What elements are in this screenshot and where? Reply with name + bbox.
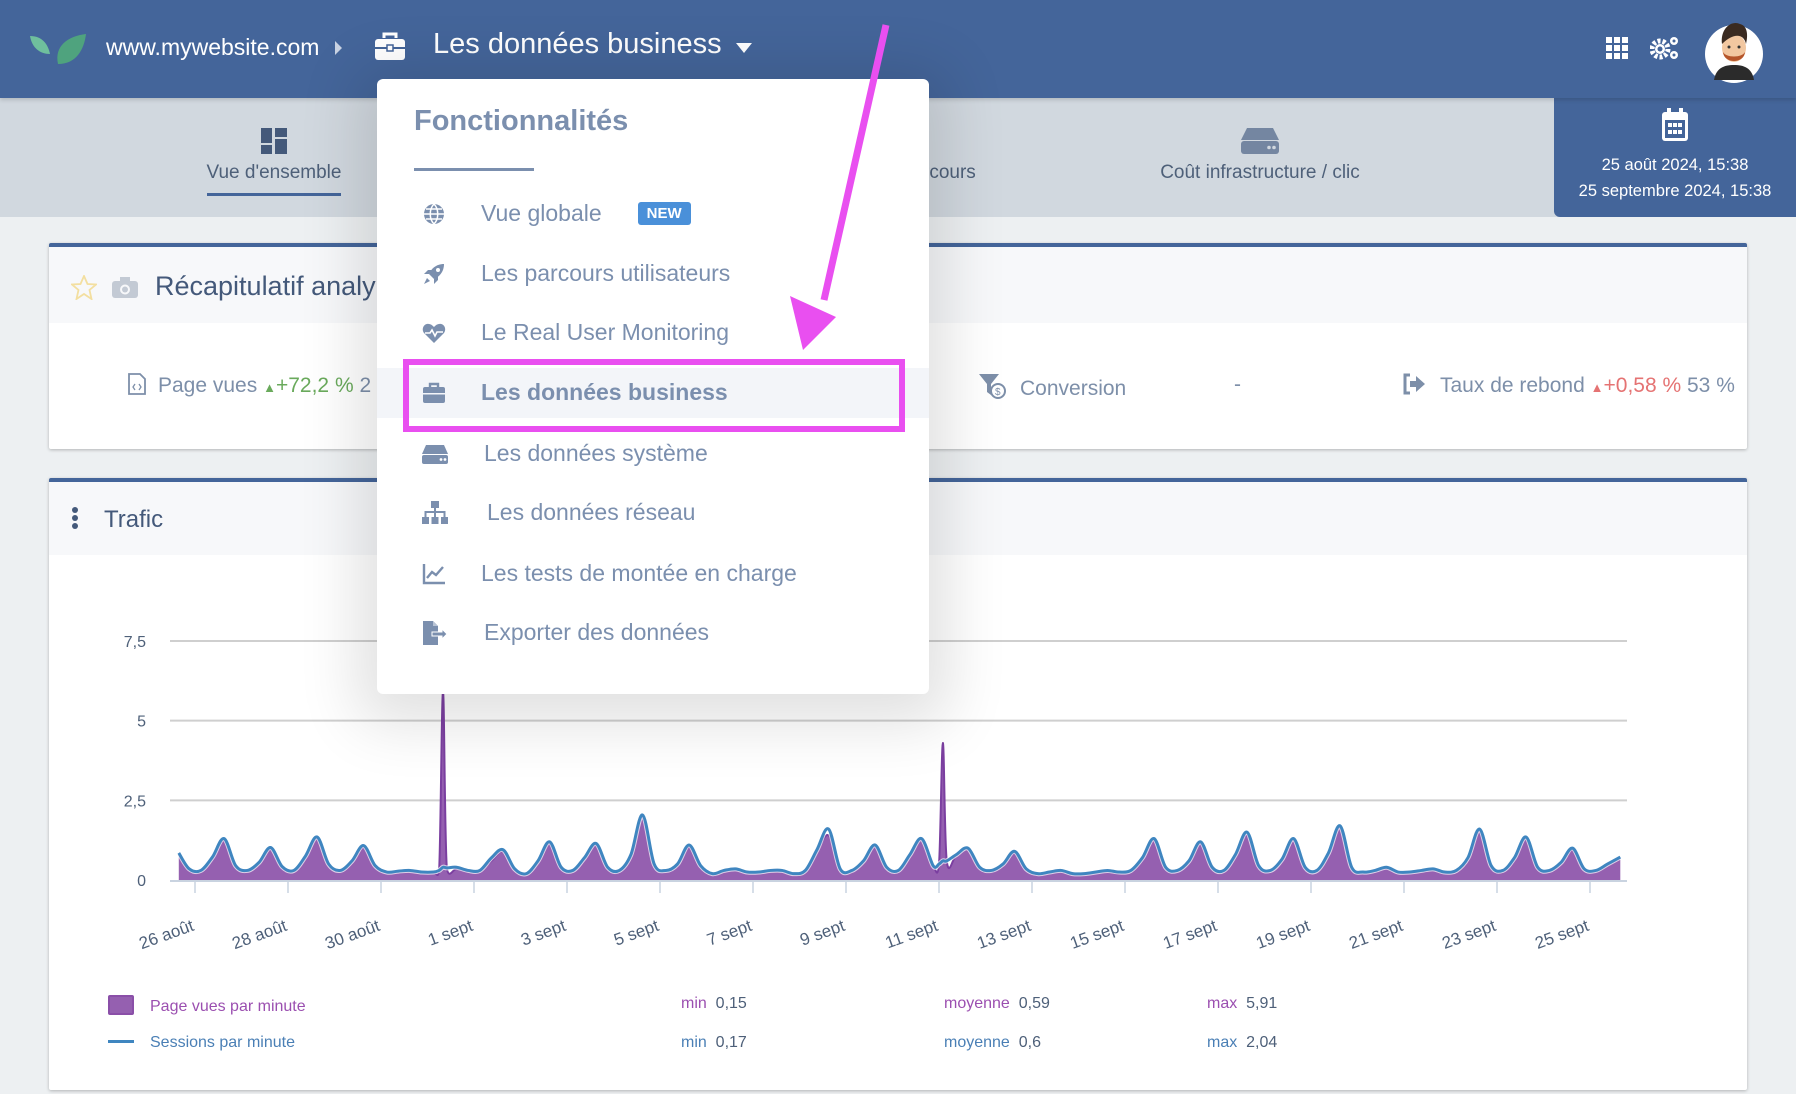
max-value: 2,04 [1246,1034,1278,1051]
stat-conversion: $ Conversion - [978,373,1241,401]
avg-value: 0,59 [1018,995,1050,1012]
funnel-dollar-icon: $ [979,374,1006,399]
tab-label: Vue d'ensemble [206,162,342,183]
server-icon [422,445,448,464]
stat-trend: +72,2 % [275,374,354,397]
caret-down-icon[interactable] [735,42,753,54]
legend-sessions[interactable]: Sessions par minute [108,1034,295,1052]
legend-label: Sessions par minute [150,1034,295,1051]
menu-item-real-user-monitoring[interactable]: Le Real User Monitoring [377,308,929,358]
stat-page-views: Page vues ▲+72,2 % 2 [128,373,371,398]
menu-item-label: Vue globale NEW [481,200,691,227]
dropdown-title: Fonctionnalités [414,105,629,137]
menu-item-donnees-business[interactable]: Les données business [377,368,929,418]
label-text: Vue globale [481,200,602,226]
stat-label: Conversion [1020,377,1127,400]
menu-item-parcours-utilisateurs[interactable]: Les parcours utilisateurs [377,249,929,299]
menu-item-label: Les données système [484,440,708,466]
menu-item-label: Exporter des données [484,619,710,645]
sitemap-icon [422,501,448,524]
legend-sessions-max: max 2,04 [1207,1034,1277,1052]
legend-label: Page vues par minute [150,998,306,1015]
min-label: min [681,995,707,1012]
max-label: max [1207,1034,1238,1051]
chevron-right-icon [335,41,342,55]
menu-item-donnees-reseau[interactable]: Les données réseau [377,488,929,538]
new-badge: NEW [637,202,691,225]
menu-item-label: Les tests de montée en charge [481,560,797,586]
legend-page-views[interactable]: Page vues par minute [108,995,306,1016]
server-icon [1241,128,1279,154]
menu-item-label: Le Real User Monitoring [481,319,730,345]
kebab-menu-icon[interactable] [71,507,79,531]
menu-item-donnees-systeme[interactable]: Les données système [377,429,929,479]
star-icon[interactable] [71,275,97,300]
max-label: max [1207,995,1238,1012]
leaf-logo[interactable] [28,32,88,66]
date-range-end: 25 septembre 2024, 15:38 [1578,182,1772,200]
divider [414,168,534,171]
max-value: 5,91 [1246,995,1278,1012]
legend-swatch [108,995,134,1015]
camera-icon[interactable] [112,277,138,298]
legend-pv-avg: moyenne 0,59 [944,995,1050,1013]
svg-text:$: $ [995,387,1001,398]
legend-sessions-avg: moyenne 0,6 [944,1034,1041,1052]
apps-grid-icon[interactable] [1606,37,1628,59]
trend-up-icon: ▲ [1590,380,1604,395]
avg-value: 0,6 [1018,1034,1041,1051]
date-range-start: 25 août 2024, 15:38 [1601,156,1749,174]
min-label: min [681,1034,707,1051]
stat-value: 53 % [1687,374,1735,397]
stat-label: Page vues [158,374,258,397]
globe-icon [424,203,444,225]
briefcase-icon [375,32,405,60]
line-chart-icon [422,564,445,585]
file-export-icon [423,621,448,645]
menu-item-label: Les données réseau [487,499,696,525]
user-avatar[interactable] [1704,18,1764,84]
dashboard-icon [261,128,287,154]
min-value: 0,15 [715,995,747,1012]
section-selector[interactable]: Les données business [433,28,722,60]
tab-infrastructure-cost[interactable]: Coût infrastructure / clic [1140,98,1380,217]
summary-title: Récapitulatif analy [155,271,376,301]
menu-item-tests-montee-charge[interactable]: Les tests de montée en charge [377,549,929,599]
trend-up-icon: ▲ [263,380,276,395]
briefcase-icon [423,382,445,403]
file-code-icon [128,373,146,395]
avg-label: moyenne [944,1034,1010,1051]
avg-label: moyenne [944,995,1010,1012]
date-range-picker[interactable]: 25 août 2024, 15:38 25 septembre 2024, 1… [1554,98,1796,217]
min-value: 0,17 [715,1034,747,1051]
legend-sessions-min: min 0,17 [681,1034,747,1052]
tab-overview[interactable]: Vue d'ensemble [194,98,354,217]
menu-item-exporter-donnees[interactable]: Exporter des données [377,608,929,658]
stat-trend: +0,58 % [1603,374,1682,397]
sign-out-icon [1403,373,1425,395]
menu-item-vue-globale[interactable]: Vue globale NEW [377,189,929,239]
heartbeat-icon [422,323,446,343]
traffic-title: Trafic [104,506,164,533]
active-tab-underline [207,193,341,196]
tab-label: Coût infrastructure / clic [1160,162,1360,183]
rocket-icon [424,264,444,284]
site-breadcrumb[interactable]: www.mywebsite.com [106,34,320,60]
stat-value: - [1234,373,1241,396]
tab-journeys[interactable]: rcours [880,98,1000,217]
legend-swatch [108,1040,134,1043]
calendar-icon [1662,108,1688,141]
stat-bounce-rate: Taux de rebond ▲+0,58 % 53 % [1402,373,1735,398]
features-dropdown-menu: Fonctionnalités Vue globale NEW Les parco… [377,79,929,694]
stat-label: Taux de rebond [1440,374,1585,397]
legend-pv-min: min 0,15 [681,995,747,1013]
menu-item-label: Les données business [481,379,728,405]
settings-gears-icon[interactable] [1650,35,1680,61]
tab-label: rcours [923,162,976,183]
legend-pv-max: max 5,91 [1207,995,1277,1013]
stat-value: 2 [359,374,372,397]
menu-item-label: Les parcours utilisateurs [481,260,731,286]
